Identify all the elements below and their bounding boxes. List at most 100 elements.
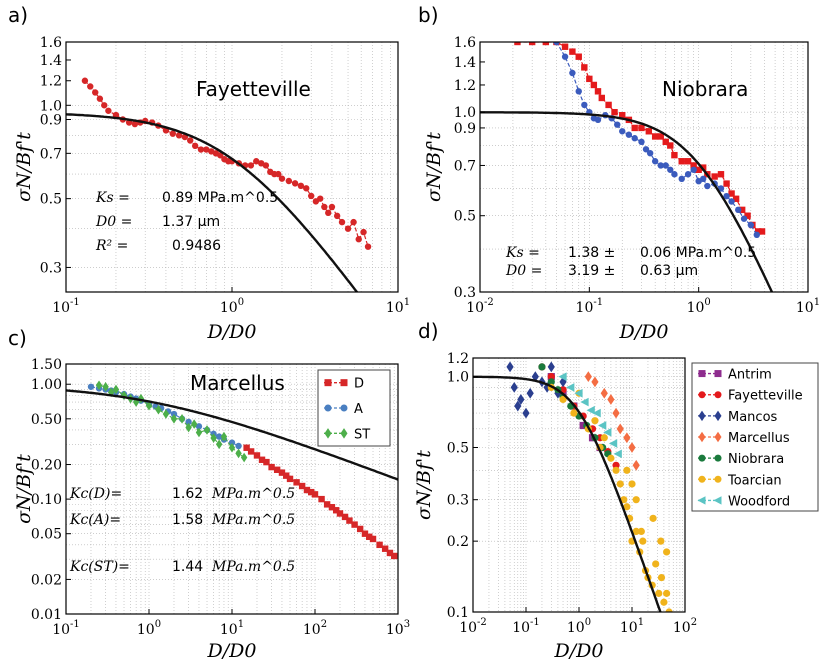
data-point-series-0 (662, 138, 669, 146)
data-point-marcellus (591, 376, 599, 388)
data-point-series-0 (364, 243, 372, 250)
data-point-st (190, 419, 198, 429)
data-point-marcellus (612, 407, 620, 419)
data-point-toarcian (559, 395, 567, 404)
x-axis-label-a: D/D0 (207, 321, 257, 343)
data-point-marcellus (628, 442, 636, 453)
data-point-toarcian (570, 409, 578, 417)
grid-a (65, 42, 399, 292)
data-point-series-0 (360, 228, 367, 236)
panel-b: 10-2 10-1 100 1010.30.50.70.91.01.21.41.6D/… (423, 35, 820, 343)
data-point-series-0 (203, 146, 210, 153)
data-point-series-0 (333, 212, 341, 220)
data-point-woodford (574, 388, 583, 398)
data-point-a (215, 433, 223, 440)
x-tick-label: 101 (796, 297, 820, 316)
annotation-kc-a-label: Kc(A)= (69, 512, 121, 528)
x-tick-label: 101 (620, 617, 644, 636)
data-point-toarcian (632, 527, 640, 536)
data-point-series-1 (614, 121, 621, 128)
data-point-d (308, 488, 315, 496)
data-point-st (155, 404, 162, 415)
legend-marker (340, 428, 348, 439)
y-tick-label: 0.9 (454, 121, 476, 137)
plot-frame-b (479, 41, 809, 293)
y-axis-label-b: σN/Bf't (423, 132, 445, 202)
data-point-toarcian (657, 537, 665, 545)
data-point-series-0 (744, 212, 751, 219)
y-tick-label: 1.2 (454, 78, 476, 94)
data-point-series-1 (569, 69, 576, 77)
data-point-series-1 (619, 128, 626, 135)
data-point-st (112, 384, 120, 395)
data-point-series-1 (667, 166, 674, 173)
data-point-series-0 (131, 120, 139, 128)
data-point-d (311, 491, 319, 498)
y-tick-label: 1.0 (40, 98, 62, 114)
data-point-fayetteville (547, 373, 555, 381)
data-point-series-0 (645, 128, 653, 135)
data-point-st (220, 431, 228, 442)
legend-label: D (354, 377, 364, 392)
y-tick-label: 0.01 (31, 607, 62, 623)
data-point-series-0 (325, 209, 332, 217)
data-point-series-1 (631, 135, 638, 142)
data-point-toarcian (660, 598, 668, 606)
y-tick-label: 1.6 (40, 35, 62, 51)
x-tick-label: 102 (303, 619, 327, 638)
panel-letter-b: b) (418, 3, 439, 27)
x-axis-label-b: D/D0 (619, 321, 669, 343)
y-tick-label: 0.2 (447, 534, 469, 550)
data-point-toarcian (637, 527, 645, 536)
data-point-d (391, 552, 398, 560)
data-point-series-0 (651, 133, 659, 140)
x-tick-label: 10-1 (52, 297, 80, 316)
data-point-marcellus (584, 371, 592, 383)
data-point-series-0 (711, 173, 718, 180)
data-point-toarcian (663, 589, 671, 597)
y-tick-label: 0.20 (31, 458, 62, 474)
data-point-series-0 (81, 77, 89, 84)
legend-marker (698, 370, 706, 378)
x-tick-label: 100 (220, 297, 244, 316)
annotation-kc-st-value: 1.44 (172, 559, 203, 575)
data-point-d (303, 486, 311, 494)
data-point-series-0 (754, 228, 762, 235)
data-point-series-0 (528, 42, 536, 46)
annotation-b-d0-error: 0.63 μm (640, 263, 698, 279)
legend-box (691, 362, 819, 512)
data-point-series-1 (684, 171, 692, 178)
data-point-series-0 (96, 95, 104, 102)
data-point-series-0 (350, 218, 357, 226)
data-point-d (369, 535, 377, 543)
data-point-marcellus (623, 432, 631, 444)
data-point-series-0 (561, 43, 569, 50)
data-point-toarcian (652, 560, 660, 568)
data-point-series-1 (747, 221, 755, 229)
data-point-d (293, 479, 300, 486)
data-point-series-1 (678, 175, 685, 183)
panel-letter-c: c) (8, 326, 27, 350)
panel-title-c: Marcellus (190, 371, 285, 395)
data-point-series-1 (625, 131, 633, 138)
data-point-marcellus (632, 459, 640, 471)
data-point-series-0 (217, 152, 224, 159)
data-point-series-1 (717, 185, 725, 192)
legend-label: Woodford (728, 494, 790, 509)
data-point-d (268, 463, 275, 471)
y-tick-label: 1.6 (454, 35, 476, 51)
annotation-kc-d-unit: MPa.m^0.5 (211, 486, 295, 502)
legend-marker (713, 496, 722, 505)
x-tick-label: 103 (386, 619, 410, 638)
y-tick-label: 1.4 (454, 55, 476, 71)
data-point-d (381, 545, 389, 552)
data-point-series-0 (671, 151, 678, 159)
data-point-series-1 (575, 88, 582, 95)
data-point-woodford (586, 405, 595, 415)
data-point-marcellus (600, 387, 608, 399)
data-point-series-0 (569, 48, 576, 55)
legend-d: Antrim Fayetteville Mancos Marcellus Niobrar… (691, 362, 819, 512)
fit-curve-b (480, 111, 774, 292)
y-tick-label: 0.5 (454, 209, 476, 225)
